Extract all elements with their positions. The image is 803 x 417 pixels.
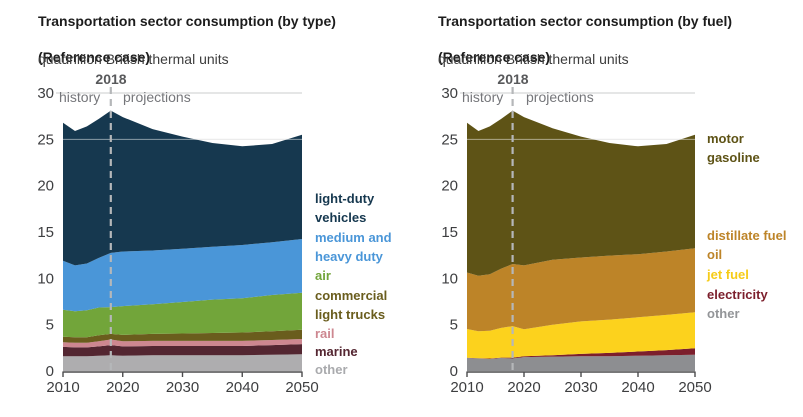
legend-item-distillate-fuel-oil: distillate fuel oil: [707, 228, 787, 262]
legend-item-light-duty-vehicles: light-duty vehicles: [315, 191, 375, 225]
y-tick-label: 10: [37, 270, 54, 287]
y-tick-label: 15: [37, 224, 54, 241]
y-tick-label: 20: [441, 178, 458, 195]
area-rail: [63, 339, 302, 348]
x-tick-label: 2020: [106, 379, 139, 396]
y-tick-label: 10: [441, 270, 458, 287]
area-commercial-light-trucks: [63, 329, 302, 343]
x-tick-label: 2040: [226, 379, 259, 396]
chart-title-by-fuel: Transportation sector consumption (by fu…: [438, 12, 803, 66]
area-distillate-fuel-oil: [467, 248, 695, 332]
projections-label: projections: [526, 89, 594, 105]
legend-item-commercial-light-trucks: commercial light trucks: [315, 288, 388, 322]
y-tick-label: 0: [46, 363, 54, 380]
area-light-duty-vehicles: [63, 110, 302, 266]
area-other: [63, 354, 302, 371]
legend-item-marine: marine: [315, 344, 358, 359]
y-tick-label: 20: [37, 178, 54, 195]
area-electricity: [467, 348, 695, 359]
legend-item-air: air: [315, 268, 331, 283]
area-other: [467, 354, 695, 371]
y-tick-label: 5: [46, 317, 54, 334]
legend-item-other: other: [707, 306, 740, 321]
chart-units-label: quadrillion British thermal units: [438, 51, 629, 67]
x-tick-label: 2050: [678, 379, 711, 396]
x-tick-label: 2050: [285, 379, 318, 396]
marker-year-label: 2018: [497, 71, 529, 87]
chart-title-line2: (Reference case): [38, 49, 151, 65]
chart-title-line2: (Reference case): [438, 49, 551, 65]
legend-item-jet-fuel: jet fuel: [707, 267, 749, 282]
area-medium-and-heavy-duty: [63, 239, 302, 312]
y-tick-label: 25: [441, 131, 458, 148]
legend-item-medium-and-heavy-duty: medium and heavy duty: [315, 230, 392, 264]
x-tick-label: 2030: [564, 379, 597, 396]
chart-units-label: quadrillion British thermal units: [38, 51, 229, 67]
history-label: history: [462, 89, 504, 105]
chart-title-line1: Transportation sector consumption (by fu…: [438, 13, 733, 29]
y-tick-label: 5: [450, 317, 458, 334]
projections-label: projections: [123, 89, 191, 105]
area-marine: [63, 344, 302, 357]
legend-item-electricity: electricity: [707, 287, 768, 302]
y-tick-label: 30: [441, 85, 458, 102]
y-tick-label: 30: [37, 85, 54, 102]
y-tick-label: 0: [450, 363, 458, 380]
area-air: [63, 292, 302, 338]
y-tick-label: 15: [441, 224, 458, 241]
x-tick-label: 2010: [46, 379, 79, 396]
area-jet-fuel: [467, 312, 695, 359]
y-tick-label: 25: [37, 131, 54, 148]
chart-title-line1: Transportation sector consumption (by ty…: [38, 13, 336, 29]
legend-item-motor-gasoline: motor gasoline: [707, 131, 760, 165]
x-tick-label: 2020: [507, 379, 540, 396]
legend-item-other: other: [315, 362, 348, 377]
area-motor-gasoline: [467, 110, 695, 276]
x-tick-label: 2010: [450, 379, 483, 396]
history-label: history: [59, 89, 101, 105]
x-tick-label: 2040: [621, 379, 654, 396]
x-tick-label: 2030: [166, 379, 199, 396]
legend-item-rail: rail: [315, 326, 335, 341]
chart-title-by-type: Transportation sector consumption (by ty…: [38, 12, 430, 66]
marker-year-label: 2018: [95, 71, 127, 87]
